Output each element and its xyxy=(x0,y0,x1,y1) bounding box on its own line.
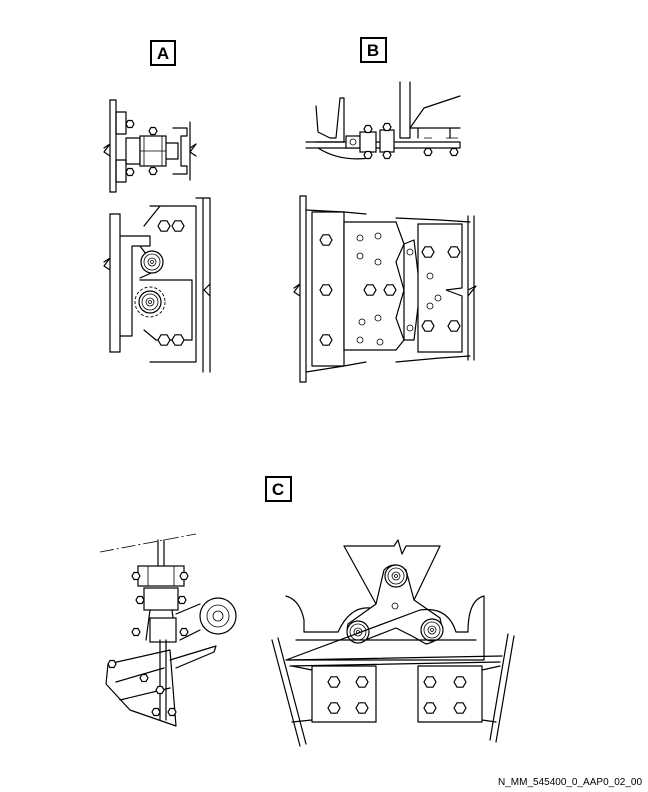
view-c-left-detail xyxy=(99,533,237,727)
view-b-label: B xyxy=(360,37,387,63)
view-c-right-detail xyxy=(271,539,515,747)
figure-id: N_MM_545400_0_AAP0_02_00 xyxy=(498,777,642,788)
view-c-letter: C xyxy=(272,480,284,499)
view-a-lower-detail xyxy=(103,197,211,373)
view-c-label: C xyxy=(265,476,292,502)
view-a-letter: A xyxy=(157,44,169,63)
view-b-lower-detail xyxy=(293,195,477,383)
view-a-upper-detail xyxy=(103,99,197,193)
view-a-label: A xyxy=(150,40,176,66)
view-b-upper-detail xyxy=(305,81,461,160)
view-b-letter: B xyxy=(367,41,379,60)
